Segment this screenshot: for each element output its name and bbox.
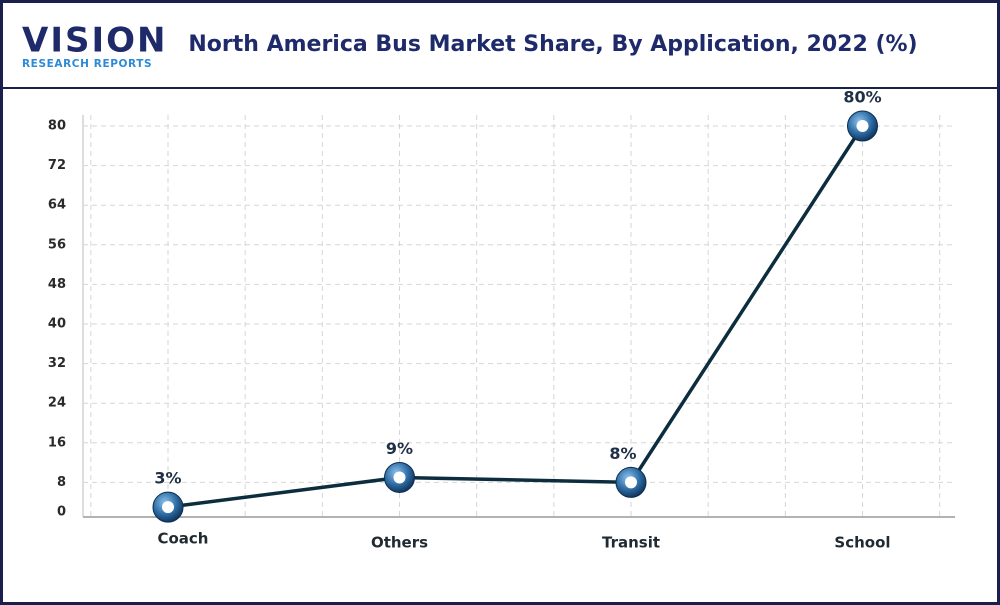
x-tick-label: Transit	[602, 534, 660, 552]
y-tick-label: 0	[57, 505, 66, 520]
chart-title: North America Bus Market Share, By Appli…	[188, 32, 917, 57]
y-tick-label: 24	[48, 396, 66, 411]
y-tick-label: 72	[48, 158, 66, 173]
y-tick-label: 16	[48, 435, 66, 450]
value-label: 3%	[154, 469, 181, 488]
y-tick-label: 64	[48, 198, 66, 213]
logo-tagline: RESEARCH REPORTS	[22, 58, 152, 70]
x-tick-label: Coach	[157, 530, 208, 548]
y-tick-label: 80	[48, 119, 66, 134]
value-label: 9%	[386, 439, 413, 458]
y-tick-label: 8	[57, 475, 66, 490]
y-tick-label: 40	[48, 317, 66, 332]
marker-hole	[393, 471, 406, 484]
value-label: 8%	[609, 444, 636, 463]
y-tick-label: 48	[48, 277, 66, 292]
x-tick-label: School	[834, 534, 890, 552]
marker-hole	[162, 501, 174, 514]
value-label: 80%	[843, 88, 881, 107]
marker-hole	[856, 120, 869, 132]
marker-hole	[625, 476, 637, 489]
series-line	[167, 125, 864, 509]
y-tick-label: 32	[48, 356, 66, 371]
logo-name: VISION	[22, 21, 167, 61]
y-tick-label: 56	[48, 237, 66, 252]
x-tick-label: Others	[371, 534, 428, 552]
